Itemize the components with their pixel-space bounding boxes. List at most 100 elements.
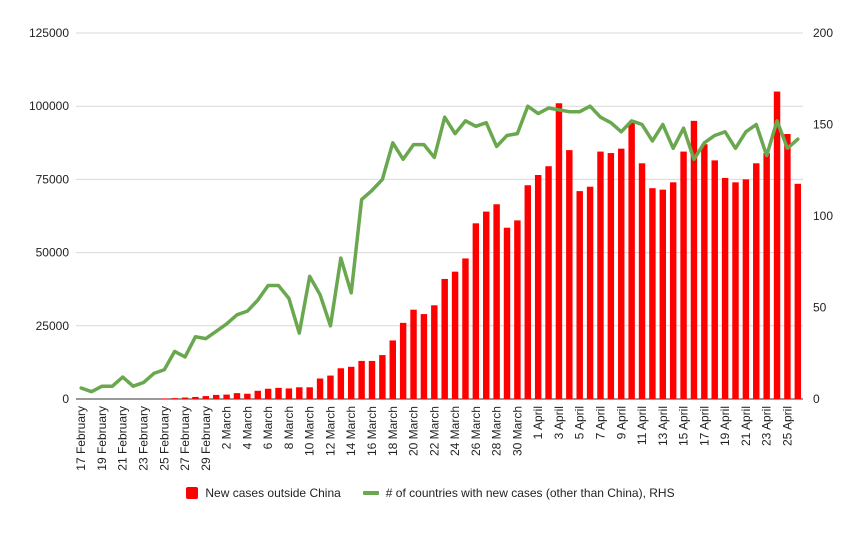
x-tick-label: 24 March <box>448 406 462 456</box>
bar <box>212 394 220 399</box>
bar <box>514 220 521 399</box>
bar <box>659 189 667 399</box>
bar <box>732 182 739 399</box>
x-tick-label: 12 March <box>323 406 337 456</box>
bar <box>254 390 261 399</box>
x-tick-label: 16 March <box>365 406 379 456</box>
bar <box>223 394 230 399</box>
bar <box>389 340 396 399</box>
bar <box>181 397 189 399</box>
bar <box>337 368 345 399</box>
y-left-tick-label: 100000 <box>29 99 69 113</box>
y-right-tick-label: 50 <box>813 301 827 315</box>
bar <box>711 160 718 399</box>
series-line <box>79 104 800 394</box>
bar <box>483 211 490 399</box>
bar <box>264 388 272 399</box>
y-left-tick-label: 0 <box>62 392 69 406</box>
bar <box>379 355 386 399</box>
x-tick-label: 4 March <box>240 406 254 449</box>
bar <box>462 258 469 399</box>
bar <box>441 278 448 399</box>
bar <box>420 314 428 399</box>
bar <box>742 179 750 399</box>
y-right-tick-label: 200 <box>813 26 833 40</box>
bar <box>451 271 459 399</box>
bar <box>472 223 480 399</box>
y-left-tick-label: 125000 <box>29 26 69 40</box>
x-tick-label: 22 March <box>427 406 441 456</box>
x-tick-label: 23 February <box>137 406 151 471</box>
x-tick-label: 19 February <box>95 406 109 471</box>
bar <box>316 378 324 399</box>
x-tick-label: 30 March <box>510 406 524 456</box>
chart-legend: New cases outside China # of countries w… <box>0 486 861 500</box>
bar <box>306 387 313 399</box>
x-tick-label: 10 March <box>303 406 317 456</box>
y-right-tick-label: 150 <box>813 118 833 132</box>
x-tick-label: 17 February <box>74 406 88 471</box>
bar <box>794 183 802 399</box>
x-tick-label: 5 April <box>573 406 587 439</box>
bar <box>576 191 583 399</box>
bar <box>410 309 417 399</box>
x-tick-label: 15 April <box>677 406 691 446</box>
bar <box>607 153 615 399</box>
x-tick-label: 6 March <box>261 406 275 449</box>
x-tick-label: 13 April <box>656 406 670 446</box>
x-tick-label: 28 March <box>490 406 504 456</box>
bar <box>296 387 303 399</box>
bar <box>763 153 770 399</box>
y-right-tick-label: 100 <box>813 209 833 223</box>
bar <box>597 151 604 399</box>
bar <box>773 91 781 399</box>
y-right-tick-label: 0 <box>813 392 820 406</box>
bar <box>431 305 438 399</box>
x-tick-label: 25 April <box>780 406 794 446</box>
bar <box>753 163 760 399</box>
legend-label-bars: New cases outside China <box>205 486 341 500</box>
bar <box>690 120 698 399</box>
x-tick-label: 8 March <box>282 406 296 449</box>
bar <box>161 398 168 399</box>
x-tick-label: 20 March <box>407 406 421 456</box>
legend-swatch-line <box>362 491 379 495</box>
bar <box>586 186 594 399</box>
legend-label-line: # of countries with new cases (other tha… <box>385 486 675 500</box>
legend-item-bars: New cases outside China <box>186 486 341 500</box>
bar <box>503 227 511 399</box>
x-tick-label: 1 April <box>531 406 545 439</box>
bar <box>493 204 500 399</box>
bar <box>784 134 791 400</box>
x-tick-label: 19 April <box>718 406 732 446</box>
x-tick-label: 23 April <box>760 406 774 446</box>
bar <box>721 177 729 399</box>
bar <box>545 166 552 399</box>
x-tick-label: 21 April <box>739 406 753 446</box>
bar <box>680 151 687 399</box>
bar <box>244 393 251 399</box>
bar <box>171 398 178 399</box>
y-left-tick-label: 75000 <box>36 172 70 186</box>
bar <box>628 122 635 399</box>
x-tick-label: 21 February <box>116 406 130 471</box>
bar <box>524 185 531 399</box>
x-tick-label: 26 March <box>469 406 483 456</box>
bar <box>275 387 282 399</box>
bar <box>649 188 656 399</box>
x-tick-label: 2 March <box>220 406 234 449</box>
bar <box>327 375 334 399</box>
y-left-tick-label: 50000 <box>36 246 70 260</box>
bar <box>638 163 646 399</box>
bar <box>285 388 293 399</box>
bar <box>202 396 210 399</box>
bar <box>555 103 563 399</box>
bar <box>534 175 542 399</box>
x-tick-label: 11 April <box>635 406 649 445</box>
bar <box>566 150 573 399</box>
x-tick-label: 18 March <box>386 406 400 456</box>
bar <box>358 360 365 399</box>
y-left-tick-label: 25000 <box>36 319 70 333</box>
